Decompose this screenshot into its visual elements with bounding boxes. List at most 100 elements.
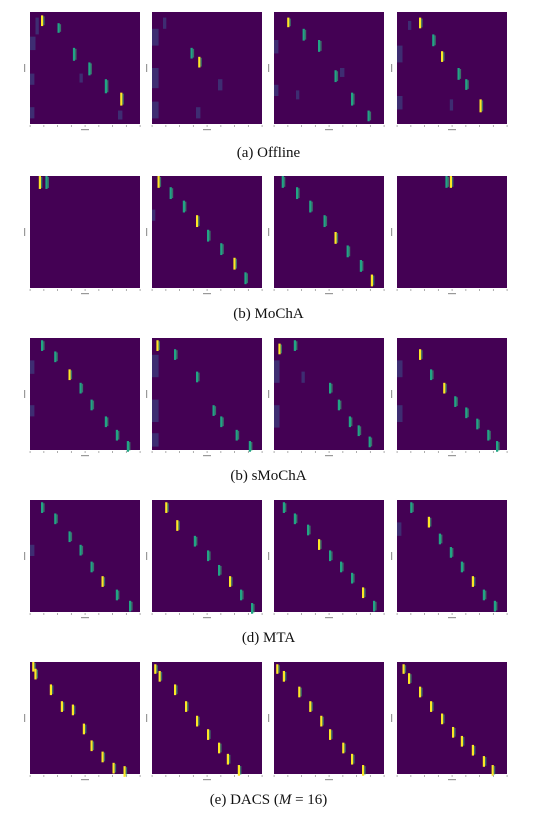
- attention-noise: [397, 405, 403, 422]
- attention-peak-shade: [485, 757, 487, 766]
- x-tick: [451, 775, 453, 777]
- x-tick: [247, 451, 249, 453]
- x-tick: [84, 125, 86, 127]
- x-tick: [479, 289, 480, 291]
- x-axis-label-mark: [448, 455, 456, 457]
- attention-noise: [152, 101, 159, 119]
- x-tick: [43, 451, 45, 453]
- attention-peak-shade: [176, 350, 178, 359]
- attention-peak-shade: [118, 430, 120, 440]
- x-axis-label-mark: [81, 129, 89, 131]
- attention-peak-shade: [56, 352, 58, 362]
- attention-peak: [419, 349, 422, 360]
- x-tick: [165, 289, 167, 291]
- attention-peak: [101, 751, 104, 763]
- y-axis-label-mark: [146, 552, 148, 560]
- attention-peak: [244, 272, 247, 285]
- x-tick: [206, 775, 208, 777]
- x-tick: [247, 775, 249, 777]
- x-tick: [192, 125, 194, 127]
- y-axis-label-mark: [391, 714, 393, 722]
- x-tick: [139, 451, 141, 453]
- attention-peak: [115, 589, 118, 601]
- attention-peak-shade: [370, 437, 373, 447]
- attention-peak: [373, 600, 376, 612]
- x-tick: [179, 775, 180, 777]
- attention-noise: [163, 17, 167, 29]
- attention-peak: [60, 701, 63, 712]
- x-tick: [342, 289, 344, 291]
- caption-text: (e) DACS (: [209, 792, 279, 808]
- attention-peak-shade: [320, 41, 322, 51]
- attention-heatmap: [146, 338, 263, 458]
- y-axis-label-mark: [391, 228, 393, 236]
- x-tick: [43, 613, 45, 615]
- x-axis-label-mark: [325, 617, 333, 619]
- x-tick: [410, 125, 412, 127]
- x-tick: [314, 613, 316, 615]
- attention-peak-shade: [41, 177, 43, 188]
- attention-peak: [90, 740, 93, 752]
- x-tick: [234, 125, 235, 127]
- attention-peak-shade: [118, 590, 120, 600]
- heatmap-svg: [24, 662, 141, 781]
- x-tick: [125, 775, 127, 777]
- x-tick: [437, 613, 439, 615]
- attention-noise: [397, 96, 403, 110]
- attention-peak-shade: [209, 730, 211, 739]
- caption-text: (b) MoChA: [233, 306, 304, 322]
- x-tick: [220, 613, 222, 615]
- heatmap-background: [274, 176, 384, 288]
- attention-peak-shade: [443, 52, 445, 61]
- y-axis-label-mark: [391, 552, 393, 560]
- attention-heatmap: [268, 176, 385, 296]
- x-tick: [301, 613, 302, 615]
- attention-peak: [237, 765, 240, 776]
- x-tick: [220, 289, 222, 291]
- attention-peak: [176, 520, 179, 531]
- attention-peak: [443, 382, 446, 394]
- x-tick: [328, 289, 330, 291]
- attention-peak: [101, 576, 104, 587]
- attention-peak: [323, 215, 326, 228]
- attention-peak: [318, 539, 321, 550]
- attention-noise: [274, 360, 280, 383]
- attention-peak: [235, 429, 238, 441]
- attention-peak: [348, 416, 351, 428]
- x-tick: [383, 451, 385, 453]
- attention-peak-shade: [220, 743, 222, 753]
- x-tick: [314, 289, 316, 291]
- attention-peak: [351, 572, 354, 584]
- attention-peak: [54, 513, 57, 525]
- x-axis-label-mark: [325, 129, 333, 131]
- attention-noise: [118, 110, 123, 120]
- x-tick: [206, 613, 208, 615]
- attention-peak: [282, 502, 285, 513]
- attention-peak: [465, 407, 468, 419]
- x-tick: [84, 613, 86, 615]
- x-tick: [465, 289, 467, 291]
- attention-noise: [30, 73, 35, 85]
- x-tick: [70, 775, 72, 777]
- heatmap-svg: [146, 338, 263, 457]
- attention-peak-shade: [114, 763, 117, 773]
- y-axis-label-mark: [146, 714, 148, 722]
- x-tick: [151, 613, 153, 615]
- attention-peak-shade: [362, 261, 364, 271]
- attention-peak: [248, 441, 251, 452]
- attention-peak-shade: [43, 341, 45, 350]
- attention-peak-shade: [43, 16, 45, 26]
- x-tick: [206, 125, 208, 127]
- attention-peak: [79, 382, 82, 394]
- x-tick: [139, 289, 141, 291]
- heatmap-svg: [146, 500, 263, 619]
- attention-peak-shade: [452, 177, 454, 187]
- attention-noise: [301, 371, 305, 383]
- attention-peak-shade: [34, 663, 36, 671]
- caption-math: M: [278, 792, 292, 808]
- y-axis-label-mark: [268, 552, 270, 560]
- heatmap-svg: [146, 12, 263, 131]
- caption-text: (a) Offline: [236, 145, 301, 161]
- x-tick: [479, 125, 480, 127]
- x-tick: [139, 775, 141, 777]
